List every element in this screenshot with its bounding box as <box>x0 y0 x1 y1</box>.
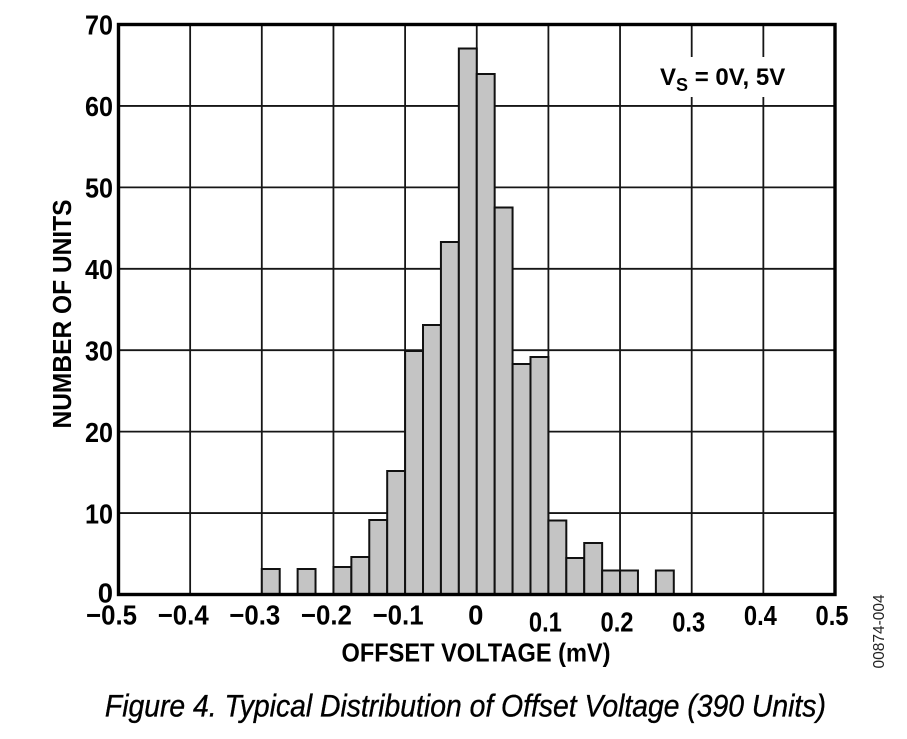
svg-text:0.1: 0.1 <box>529 607 562 638</box>
svg-text:0.4: 0.4 <box>744 600 778 631</box>
svg-text:70: 70 <box>85 10 113 41</box>
svg-text:0.3: 0.3 <box>672 607 705 638</box>
svg-text:−0.2: −0.2 <box>301 600 352 631</box>
svg-text:40: 40 <box>85 254 113 285</box>
svg-text:Figure 4. Typical Distribution: Figure 4. Typical Distribution of Offset… <box>105 688 826 724</box>
svg-text:OFFSET VOLTAGE (mV): OFFSET VOLTAGE (mV) <box>342 637 611 667</box>
svg-text:−0.1: −0.1 <box>373 600 424 631</box>
svg-text:VS = 0V, 5V: VS = 0V, 5V <box>660 64 785 95</box>
svg-text:−0.5: −0.5 <box>86 600 137 631</box>
svg-text:60: 60 <box>85 91 113 122</box>
svg-text:30: 30 <box>85 335 113 366</box>
svg-text:0.2: 0.2 <box>601 607 634 638</box>
svg-text:10: 10 <box>85 498 113 529</box>
svg-text:0.5: 0.5 <box>816 600 849 631</box>
svg-text:−0.4: −0.4 <box>158 600 210 631</box>
svg-text:0: 0 <box>468 600 483 631</box>
svg-text:00874-004: 00874-004 <box>871 594 888 669</box>
svg-text:NUMBER OF UNITS: NUMBER OF UNITS <box>47 200 77 429</box>
svg-text:50: 50 <box>85 173 113 204</box>
svg-text:−0.3: −0.3 <box>229 600 280 631</box>
svg-text:0: 0 <box>98 578 113 609</box>
svg-text:20: 20 <box>85 417 113 448</box>
